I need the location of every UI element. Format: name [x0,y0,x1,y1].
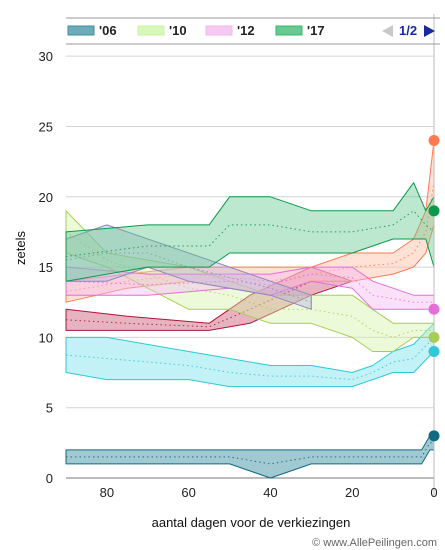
footer-credit: © www.AllePeilingen.com [312,537,437,549]
y-tick-label: 15 [39,260,53,275]
legend-label[interactable]: '06 [99,23,117,38]
last-value-marker-0 [428,430,440,442]
legend-label[interactable]: '17 [307,23,325,38]
y-axis-label: zetels [13,231,28,265]
y-tick-label: 30 [39,49,53,64]
x-axis-label: aantal dagen voor de verkiezingen [152,515,351,530]
pager: 1/2 [382,23,435,38]
legend-swatch [137,25,165,36]
prev-page-icon[interactable] [382,25,393,37]
legend-swatch [275,25,303,36]
series-bands [65,140,435,479]
y-tick-label: 25 [39,119,53,134]
series-band-2 [65,266,353,331]
next-page-icon[interactable] [424,25,435,37]
y-tick-label: 20 [39,190,53,205]
series-trend-1 [65,337,435,381]
legend: '06 '10 '12 '17 1/2 [66,17,440,45]
last-value-marker-5 [428,303,440,315]
series-trend-5 [65,273,434,303]
series-trend-3 [65,182,435,293]
x-tick-label: 0 [430,485,437,500]
last-value-marker-7 [428,205,440,217]
last-value-marker-4 [428,331,440,343]
x-tick-label: 20 [345,485,359,500]
series-trend-0 [66,442,434,465]
series-trend-6 [65,252,312,303]
x-tick-label: 40 [263,485,277,500]
legend-swatch [67,25,95,36]
y-tick-label: 0 [46,471,53,486]
x-tick-label: 80 [100,485,114,500]
legend-swatch [205,25,233,36]
last-value-marker-3 [428,135,440,147]
pager-label: 1/2 [399,23,417,38]
y-tick-labels: 0 5 10 15 20 25 30 [39,49,53,486]
legend-label[interactable]: '10 [169,23,187,38]
last-value-marker-1 [428,345,440,357]
x-tick-label: 60 [181,485,195,500]
y-tick-label: 10 [39,330,53,345]
x-tick-labels: 80 60 40 20 0 [100,485,438,500]
legend-label[interactable]: '12 [237,23,255,38]
y-tick-label: 5 [46,401,53,416]
last-value-markers [428,135,440,442]
